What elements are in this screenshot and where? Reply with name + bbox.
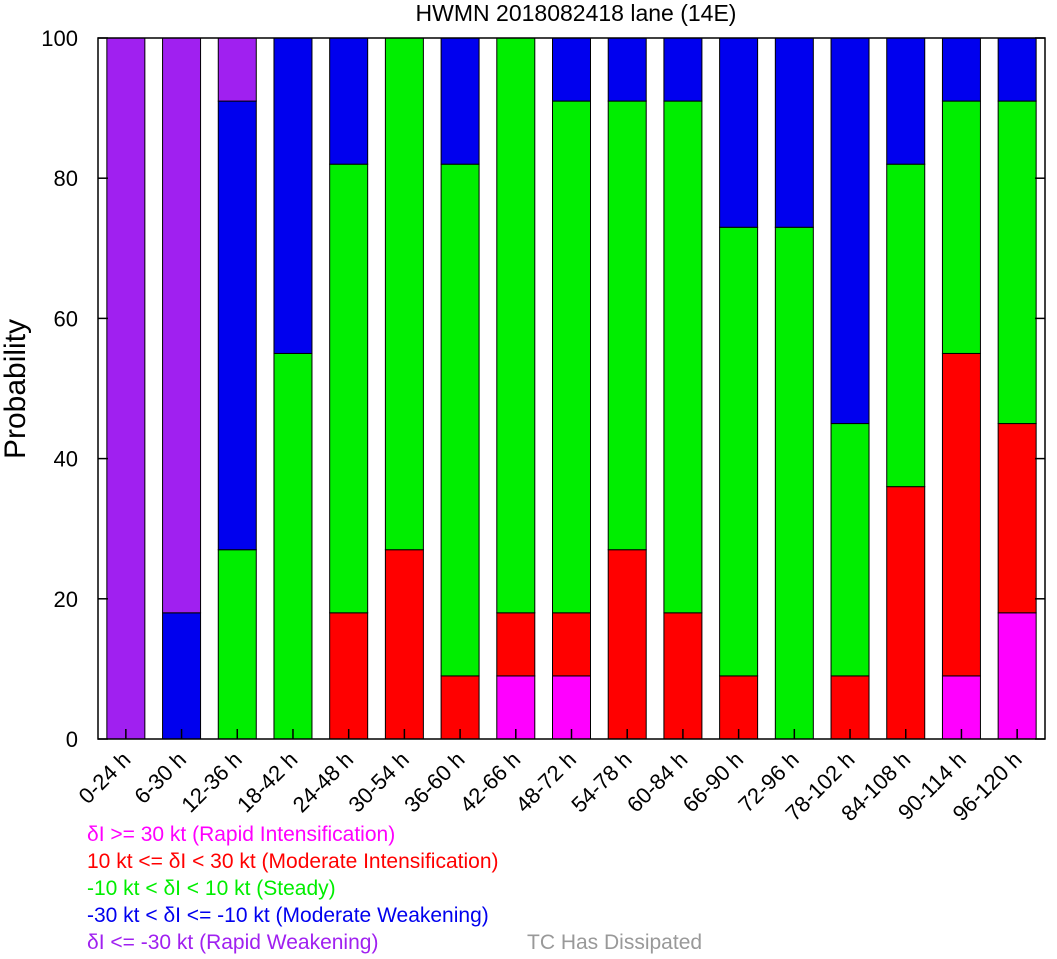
bar-segment-steady-12 [774, 226, 814, 740]
y-tick-label: 100 [41, 26, 78, 51]
legend-moderate-weakening: -30 kt < δI <= -10 kt (Moderate Weakenin… [87, 904, 489, 927]
legend-steady: -10 kt < δI < 10 kt (Steady) [87, 877, 336, 900]
bar-segment-mw-4 [329, 37, 369, 165]
x-tick-label: 60-84 h [622, 747, 692, 817]
bar-segment-mi-5 [384, 549, 424, 740]
bar-segment-mw-12 [774, 37, 814, 228]
bar-segment-mw-14 [886, 37, 926, 165]
y-axis-label: Probability [0, 319, 32, 459]
bar-segment-steady-6 [440, 163, 480, 677]
bar-segment-steady-7 [496, 37, 536, 614]
bar-segment-steady-10 [663, 100, 703, 614]
bar-segment-rw-1 [162, 37, 202, 614]
x-tick-label: 54-78 h [566, 747, 636, 817]
bar-segment-mi-7 [496, 612, 536, 677]
bar-segment-mw-10 [663, 37, 703, 102]
x-tick-label: 36-60 h [399, 747, 469, 817]
legend-tc-dissipated: TC Has Dissipated [527, 931, 703, 954]
bar-segment-steady-4 [329, 163, 369, 614]
bar-segment-mw-15 [941, 37, 981, 102]
bar-segment-mi-9 [607, 549, 647, 740]
bar-segment-rw-2 [217, 37, 257, 102]
bar-segment-mw-3 [273, 37, 313, 354]
bar-segment-mw-9 [607, 37, 647, 102]
bar-segment-mw-1 [162, 612, 202, 740]
bars-group [106, 37, 1037, 740]
legend-rapid-intensification: δI >= 30 kt (Rapid Intensification) [87, 823, 396, 846]
x-tick-label: 42-66 h [455, 747, 525, 817]
bar-segment-mw-6 [440, 37, 480, 165]
bar-segment-mw-8 [552, 37, 591, 102]
bar-segment-steady-15 [941, 100, 981, 354]
legend-moderate-intensification: 10 kt <= δI < 30 kt (Moderate Intensific… [87, 850, 499, 873]
bar-segment-mi-4 [329, 612, 369, 740]
bar-segment-mi-6 [440, 675, 480, 740]
bar-segment-ri-7 [496, 675, 536, 740]
y-tick-label: 60 [54, 306, 78, 331]
legend-rapid-weakening: δI <= -30 kt (Rapid Weakening) [87, 931, 379, 954]
y-tick-label: 80 [54, 166, 78, 191]
bar-segment-ri-16 [997, 612, 1037, 740]
bar-segment-mi-8 [552, 612, 591, 677]
x-tick-label: 66-90 h [678, 747, 748, 817]
bar-segment-mi-10 [663, 612, 703, 740]
x-tick-label: 30-54 h [343, 747, 413, 817]
bar-segment-steady-2 [217, 549, 257, 740]
y-tick-label: 0 [66, 727, 78, 752]
bar-segment-mw-2 [217, 100, 257, 551]
bar-segment-ri-15 [941, 675, 981, 740]
bar-segment-mw-11 [719, 37, 759, 228]
bar-segment-rw-0 [106, 37, 146, 740]
chart-title: HWMN 2018082418 lane (14E) [416, 0, 737, 26]
bar-segment-steady-8 [552, 100, 591, 614]
bar-segment-mi-15 [941, 352, 981, 677]
bar-segment-mw-16 [997, 37, 1037, 102]
bar-segment-steady-5 [384, 37, 424, 551]
bar-segment-steady-3 [273, 352, 313, 740]
bar-segment-steady-16 [997, 100, 1037, 425]
x-tick-label: 24-48 h [288, 747, 358, 817]
y-tick-label: 20 [54, 587, 78, 612]
stacked-bar-chart: HWMN 2018082418 lane (14E) Probability 0… [0, 0, 1046, 826]
y-tick-label: 40 [54, 447, 78, 472]
bar-segment-mi-16 [997, 423, 1037, 614]
x-tick-label: 48-72 h [511, 747, 581, 817]
bar-segment-steady-11 [719, 226, 759, 677]
bar-segment-steady-14 [886, 163, 926, 488]
bar-segment-mi-14 [886, 486, 926, 740]
bar-segment-mw-13 [830, 37, 870, 425]
bar-segment-steady-13 [830, 423, 870, 677]
bar-segment-steady-9 [607, 100, 647, 551]
x-tick-label: 18-42 h [232, 747, 302, 817]
x-tick-label: 12-36 h [176, 747, 246, 817]
bar-segment-mi-11 [719, 675, 759, 740]
x-tick-label: 0-24 h [74, 747, 136, 809]
